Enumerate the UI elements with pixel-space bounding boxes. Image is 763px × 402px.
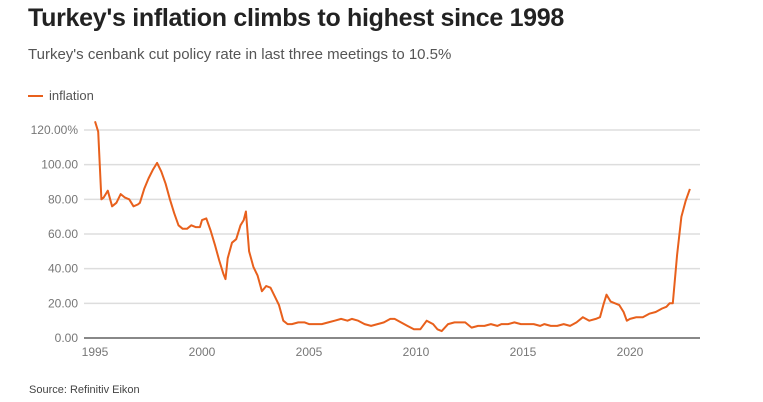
chart-subtitle: Turkey's cenbank cut policy rate in last… [28, 46, 452, 63]
x-tick-label: 2005 [296, 345, 323, 359]
y-tick-label: 80.00 [48, 192, 78, 206]
y-tick-label: 40.00 [48, 262, 78, 276]
source-note: Source: Refinitiv Eikon [29, 384, 140, 396]
legend: inflation [28, 88, 94, 103]
x-tick-label: 1995 [82, 345, 109, 359]
x-tick-label: 2000 [189, 345, 216, 359]
x-tick-label: 2020 [617, 345, 644, 359]
x-tick-label: 2010 [403, 345, 430, 359]
series-line-inflation [94, 121, 691, 333]
legend-label: inflation [49, 88, 94, 103]
y-tick-label: 0.00 [55, 331, 79, 345]
x-tick-label: 2015 [510, 345, 537, 359]
y-tick-label: 100.00 [41, 158, 78, 172]
y-tick-label: 60.00 [48, 227, 78, 241]
legend-swatch [28, 94, 43, 97]
chart-title: Turkey's inflation climbs to highest sin… [28, 4, 564, 32]
y-tick-label: 20.00 [48, 296, 78, 310]
y-tick-label: 120.00% [31, 123, 79, 137]
